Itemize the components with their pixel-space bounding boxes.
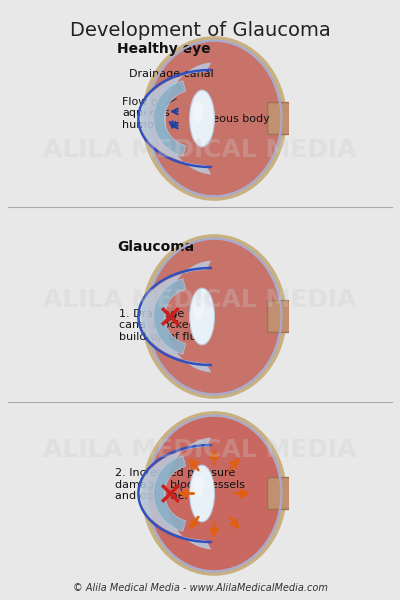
Ellipse shape: [147, 41, 282, 196]
FancyBboxPatch shape: [268, 301, 298, 332]
Ellipse shape: [193, 101, 204, 122]
Text: 1. Drainage
canal blocked;
build-up of fluid: 1. Drainage canal blocked; build-up of f…: [118, 309, 206, 342]
FancyBboxPatch shape: [268, 478, 298, 509]
Text: ALILA MEDICAL MEDIA: ALILA MEDICAL MEDIA: [43, 438, 357, 462]
Polygon shape: [154, 279, 186, 354]
Text: Drainage canal: Drainage canal: [129, 69, 214, 89]
Ellipse shape: [142, 411, 287, 576]
Text: ALILA MEDICAL MEDIA: ALILA MEDICAL MEDIA: [43, 288, 357, 312]
Ellipse shape: [147, 239, 282, 394]
Ellipse shape: [142, 36, 287, 201]
Ellipse shape: [190, 465, 214, 522]
Text: Flow of
aqueous
humour: Flow of aqueous humour: [122, 97, 176, 130]
Text: Healthy eye: Healthy eye: [117, 43, 210, 56]
Ellipse shape: [190, 288, 214, 345]
Text: Development of Glaucoma: Development of Glaucoma: [70, 21, 330, 40]
Ellipse shape: [193, 299, 204, 320]
Polygon shape: [140, 62, 211, 175]
Text: Glaucoma: Glaucoma: [117, 241, 194, 254]
Text: Vitreous body: Vitreous body: [194, 113, 270, 124]
Text: © Alila Medical Media - www.AlilaMedicalMedia.com: © Alila Medical Media - www.AlilaMedical…: [72, 583, 328, 593]
Polygon shape: [140, 260, 211, 373]
Ellipse shape: [193, 476, 204, 497]
Polygon shape: [154, 81, 186, 156]
Ellipse shape: [147, 416, 282, 571]
Text: 2. Increased pressure
damages blood vessels
and optic nerve: 2. Increased pressure damages blood vess…: [115, 468, 245, 501]
Polygon shape: [140, 437, 211, 550]
Ellipse shape: [190, 90, 214, 147]
Ellipse shape: [142, 234, 287, 399]
Polygon shape: [154, 456, 186, 531]
Text: ALILA MEDICAL MEDIA: ALILA MEDICAL MEDIA: [43, 138, 357, 162]
FancyBboxPatch shape: [268, 103, 298, 134]
